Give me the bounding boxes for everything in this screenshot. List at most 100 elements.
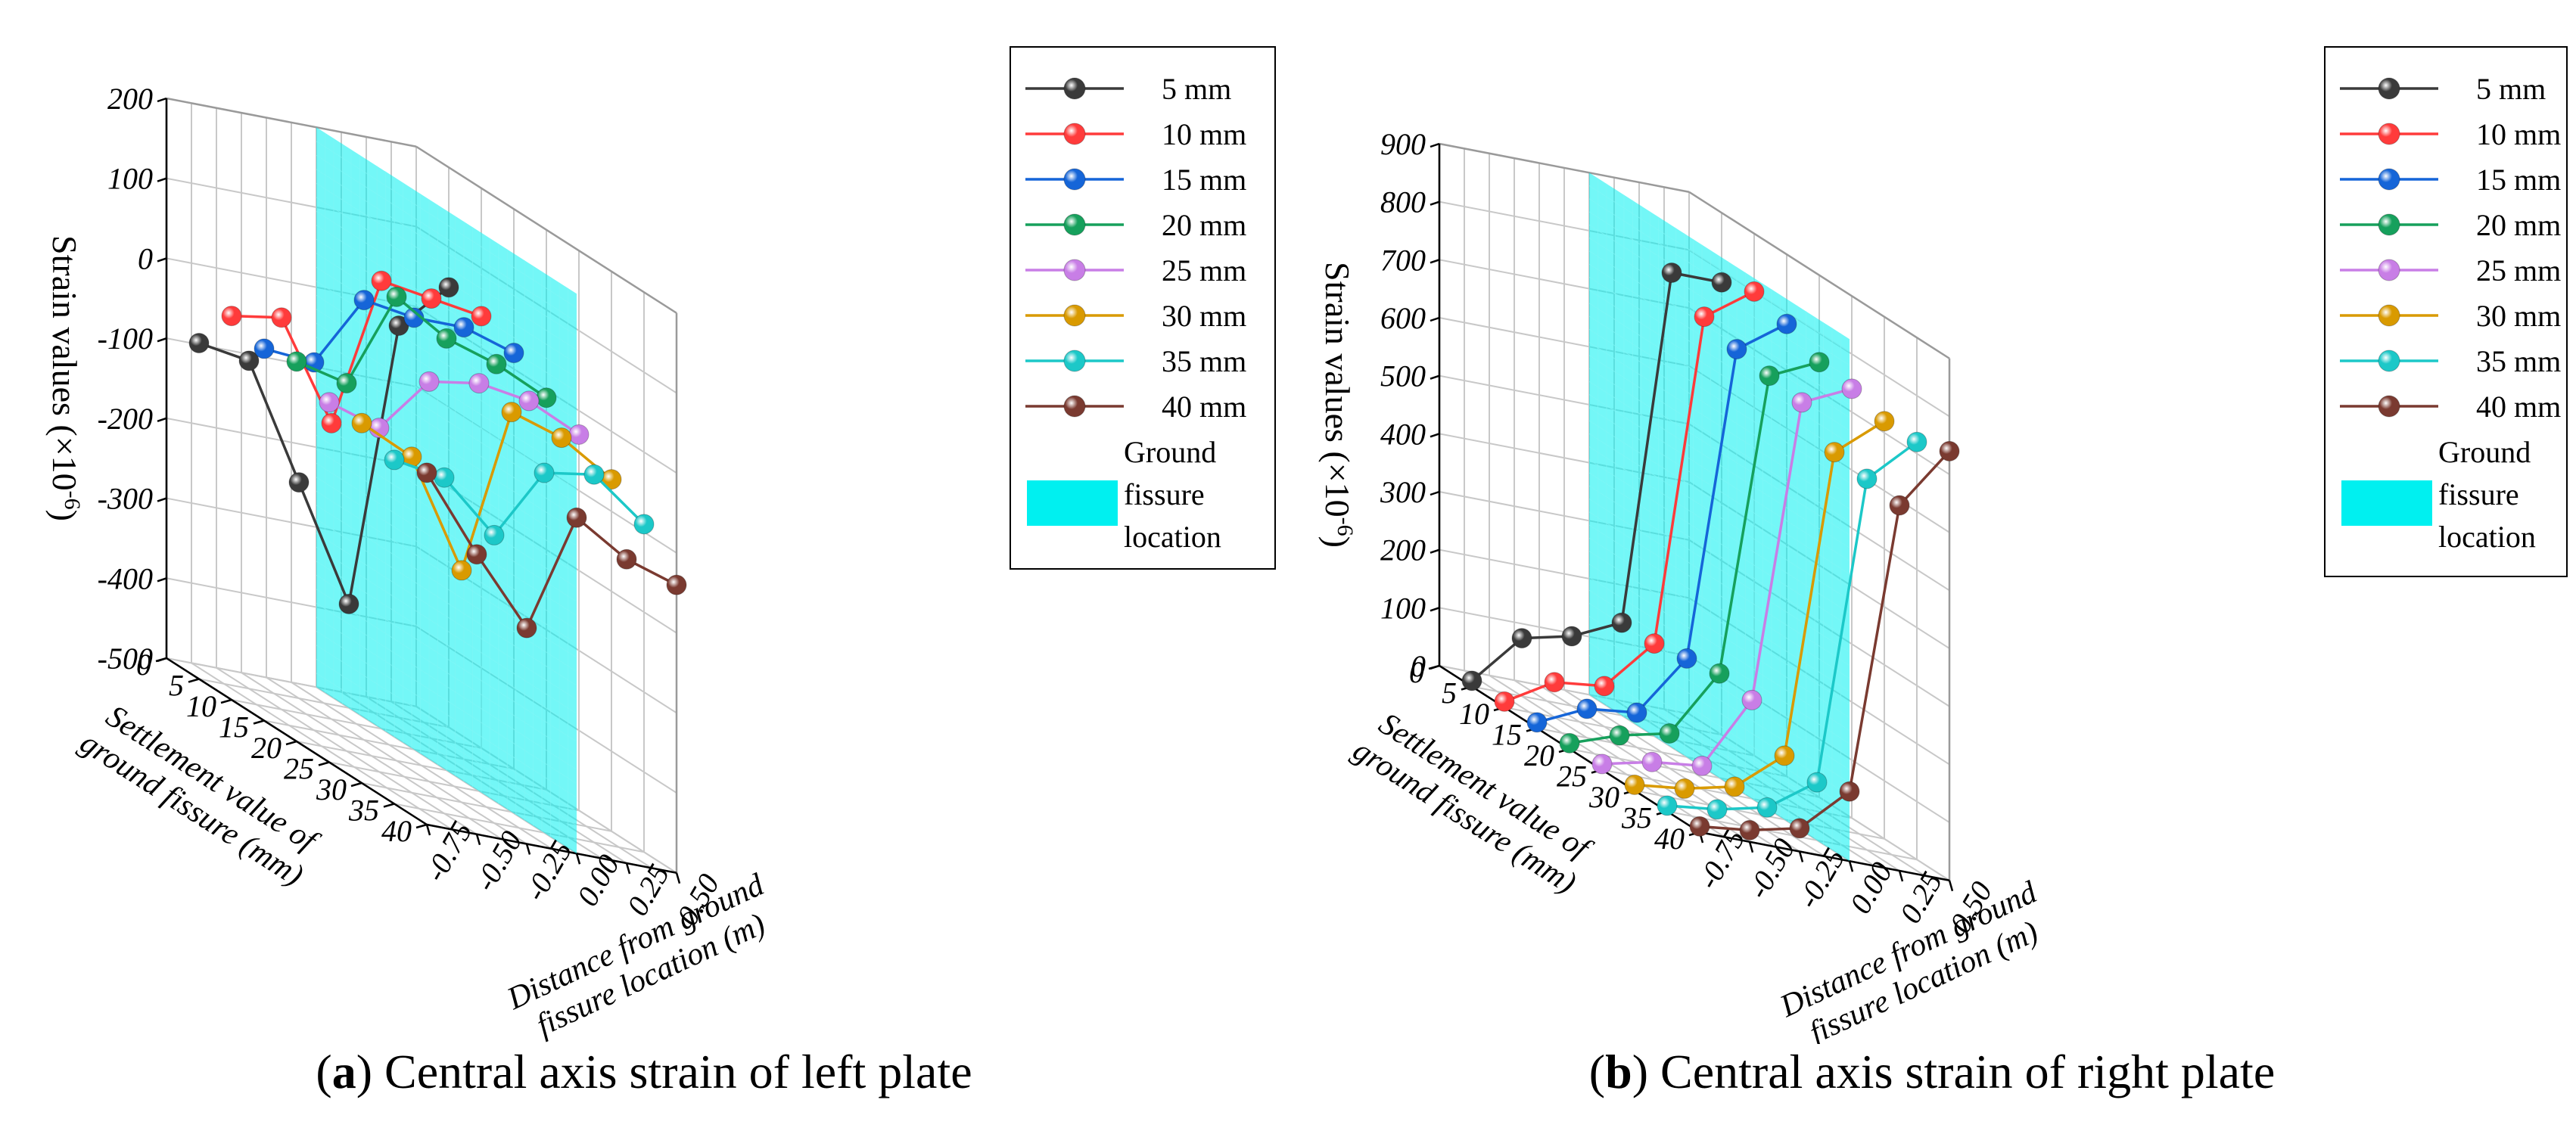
fissure-grid-line	[1588, 499, 1850, 666]
z-tick-label: 400	[1380, 417, 1426, 451]
settlement-tick	[220, 698, 232, 704]
data-point	[1609, 725, 1630, 746]
data-point	[371, 270, 392, 291]
settlement-tick-label: 10	[186, 689, 216, 723]
settlement-tick-label: 10	[1459, 697, 1489, 731]
z-tick-label: -500	[98, 642, 153, 676]
z-tick	[1430, 548, 1440, 554]
data-point	[583, 464, 605, 485]
data-point	[1906, 431, 1927, 452]
legend-fissure-label: location	[2438, 520, 2536, 554]
series-40mm	[416, 462, 687, 639]
data-point	[321, 412, 342, 433]
legend-label: 15 mm	[1162, 163, 1246, 197]
data-point	[1776, 313, 1797, 334]
data-point	[1494, 691, 1515, 712]
data-point	[403, 307, 425, 328]
settlement-tick-label: 40	[1654, 822, 1685, 856]
fissure-grid-line	[316, 645, 577, 813]
fissure-grid-line	[316, 449, 577, 617]
legend-label: 35 mm	[1162, 344, 1246, 378]
fissure-grid-line	[316, 505, 577, 673]
z-tick	[157, 497, 167, 502]
legend-swatch-point	[1063, 395, 1086, 418]
z-tick-label: 300	[1380, 475, 1426, 509]
data-point	[271, 307, 292, 328]
data-point	[254, 338, 275, 359]
chart-panel-a: -500 -400 -300 -200 -100 0 100 200 Strain values…	[45, 46, 1276, 1098]
data-point	[418, 371, 440, 392]
data-point	[1657, 795, 1678, 816]
legend-label: 5 mm	[2476, 72, 2546, 106]
series-35mm	[1657, 431, 1927, 820]
data-point	[1856, 468, 1878, 489]
fissure-grid-line	[316, 546, 577, 714]
fissure-grid-line	[1588, 459, 1850, 627]
z-tick-label: 200	[1380, 533, 1426, 567]
caption-b-letter: b	[1605, 1045, 1632, 1098]
legend-swatch-point	[2378, 395, 2400, 418]
settlement-tick-label: 5	[169, 669, 184, 703]
data-point	[518, 390, 540, 412]
distance-tick	[1798, 851, 1804, 862]
box-edge	[1439, 142, 1690, 193]
legend-label: 10 mm	[1162, 117, 1246, 151]
grid-floor-d-line	[291, 682, 552, 850]
distance-axis-line	[1699, 831, 1950, 881]
z-tick-label: 500	[1380, 359, 1426, 393]
z-tick	[157, 417, 167, 423]
caption-b-text: Central axis strain of right plate	[1660, 1045, 2276, 1098]
data-point	[221, 306, 242, 327]
data-point	[286, 351, 307, 372]
z-tick-label: -300	[98, 482, 153, 516]
z-axis-title: Strain values (×10-6)	[45, 235, 86, 521]
legend-label: 15 mm	[2476, 163, 2561, 197]
grid-floor-d-line	[191, 662, 453, 831]
settlement-tick-label: 15	[1492, 718, 1522, 752]
settlement-tick	[415, 823, 428, 829]
data-point	[1809, 352, 1830, 373]
z-tick	[157, 337, 167, 343]
fissure-grid-line	[316, 617, 577, 785]
settlement-tick-label: 30	[316, 772, 347, 806]
data-point	[568, 424, 590, 445]
fissure-grid-line	[316, 337, 577, 505]
data-point	[1726, 339, 1747, 359]
data-point	[1624, 774, 1645, 795]
grid-floor-d-line	[266, 676, 527, 845]
data-point	[1694, 306, 1715, 328]
z-axis-title-end: )	[1318, 536, 1357, 548]
data-point	[1756, 797, 1778, 818]
fissure-grid-line	[1588, 616, 1850, 784]
data-point	[338, 593, 359, 614]
data-point	[1576, 698, 1598, 719]
data-point	[471, 306, 492, 327]
legend-label: 20 mm	[2476, 208, 2561, 242]
fissure-grid-line	[1588, 342, 1850, 509]
data-point	[451, 560, 472, 581]
distance-axis-line	[426, 823, 677, 874]
z-tick-label: 0	[138, 241, 153, 275]
data-point	[353, 290, 375, 311]
caption-a: (a) Central axis strain of left plate	[316, 1045, 972, 1098]
fissure-grid-line	[1588, 576, 1850, 744]
z-tick-label: 900	[1380, 127, 1426, 161]
z-tick-label: 0	[1411, 649, 1426, 683]
data-point	[1544, 672, 1565, 693]
legend-label: 30 mm	[2476, 299, 2561, 333]
settlement-tick-label: 5	[1442, 676, 1457, 710]
data-point	[503, 343, 524, 364]
data-point	[351, 412, 372, 433]
legend-swatch-point	[1063, 259, 1086, 281]
data-point	[1626, 702, 1647, 723]
z-tick	[1430, 433, 1440, 438]
data-point	[1874, 411, 1895, 432]
legend-swatch-point	[1063, 77, 1086, 100]
data-point	[1659, 723, 1680, 744]
z-tick	[1430, 607, 1440, 612]
chart-panel-b: 0 100 200 300 400 500 600 700 800 900 Strain value…	[1288, 0, 2576, 1131]
z-tick-label: 600	[1380, 301, 1426, 335]
fissure-grid-line	[316, 561, 577, 729]
settlement-tick-label: 15	[219, 710, 249, 744]
